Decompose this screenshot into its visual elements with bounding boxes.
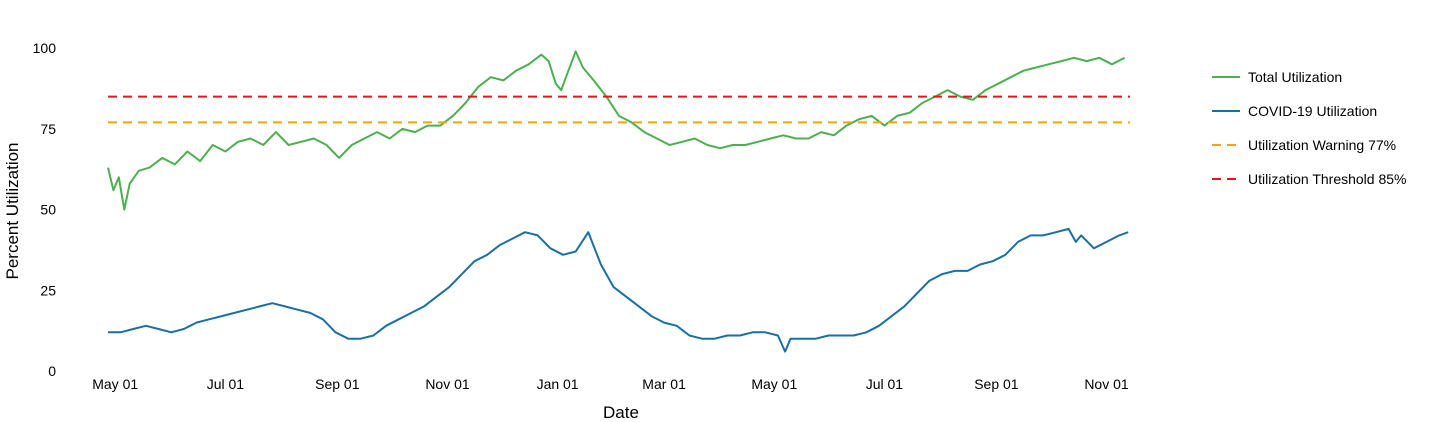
series-line-total-utilization [107, 50, 1126, 211]
x-tick-label: Mar 01 [642, 376, 686, 392]
legend: Total Utilization COVID-19 Utilization Uti… [1212, 69, 1407, 187]
y-axis-ticks: 0 25 50 75 100 [33, 40, 57, 379]
y-tick-label: 25 [40, 282, 56, 298]
x-tick-label: Sep 01 [974, 376, 1019, 392]
legend-label-total-utilization: Total Utilization [1248, 69, 1342, 85]
x-tick-label: Nov 01 [1084, 376, 1129, 392]
y-tick-label: 100 [33, 40, 57, 56]
legend-label-utilization-warning-77: Utilization Warning 77% [1248, 137, 1396, 153]
y-tick-label: 75 [40, 121, 56, 137]
y-tick-label: 50 [40, 202, 56, 218]
series-layer [107, 50, 1130, 353]
x-axis-title: Date [603, 403, 639, 422]
x-tick-label: Nov 01 [425, 376, 470, 392]
x-tick-label: Jul 01 [207, 376, 245, 392]
x-axis-ticks: May 01 Jul 01 Sep 01 Nov 01 Jan 01 Mar 01 May … [92, 376, 1129, 392]
y-tick-label: 0 [48, 363, 56, 379]
series-line-covid-19-utilization [108, 227, 1129, 353]
x-tick-label: May 01 [751, 376, 797, 392]
legend-label-covid-19-utilization: COVID-19 Utilization [1248, 103, 1377, 119]
legend-label-utilization-threshold-85: Utilization Threshold 85% [1248, 171, 1407, 187]
y-axis-title: Percent Utilization [3, 142, 22, 279]
x-tick-label: Sep 01 [315, 376, 360, 392]
x-tick-label: Jan 01 [537, 376, 579, 392]
x-tick-label: May 01 [92, 376, 138, 392]
x-tick-label: Jul 01 [866, 376, 904, 392]
